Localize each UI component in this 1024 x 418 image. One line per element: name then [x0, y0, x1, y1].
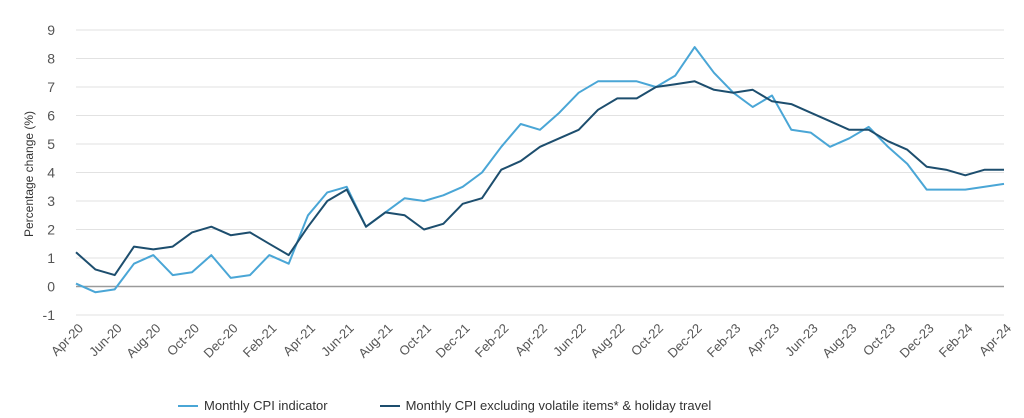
y-tick-label: 6 [47, 108, 55, 124]
x-tick-label: Oct-21 [396, 321, 434, 359]
legend-label-cpi: Monthly CPI indicator [204, 398, 328, 413]
y-tick-label: -1 [43, 307, 56, 323]
x-tick-label: Feb-23 [704, 321, 744, 361]
y-tick-label: 3 [47, 193, 55, 209]
x-tick-label: Feb-24 [936, 321, 976, 361]
y-tick-label: 0 [47, 279, 55, 295]
y-tick-label: 1 [47, 250, 55, 266]
x-tick-label: Aug-22 [587, 321, 627, 361]
x-tick-label: Dec-23 [897, 321, 937, 361]
x-tick-label: Dec-21 [433, 321, 473, 361]
legend-swatch-cpi-excl [379, 404, 400, 407]
legend-item-cpi-excl: Monthly CPI excluding volatile items* & … [379, 398, 712, 413]
x-tick-label: Oct-22 [628, 321, 666, 359]
x-tick-label: Apr-20 [48, 321, 86, 359]
x-tick-label: Dec-22 [665, 321, 705, 361]
x-tick-label: Oct-20 [164, 321, 202, 359]
legend: Monthly CPI indicator Monthly CPI exclud… [178, 398, 763, 413]
y-tick-label: 8 [47, 51, 55, 67]
x-tick-label: Jun-20 [86, 321, 125, 360]
x-tick-label: Jun-23 [782, 321, 821, 360]
x-tick-label: Apr-22 [512, 321, 550, 359]
legend-swatch-cpi [178, 404, 198, 407]
x-tick-label: Jun-22 [550, 321, 589, 360]
gridlines [76, 29, 1004, 316]
y-tick-label: 4 [47, 165, 55, 181]
y-axis-title: Percentage change (%) [22, 111, 36, 237]
y-tick-label: 5 [47, 136, 55, 152]
x-tick-label: Apr-24 [976, 321, 1014, 359]
y-axis-ticks: 9 8 7 6 5 4 3 2 1 0 -1 [43, 22, 56, 323]
x-tick-label: Aug-21 [355, 321, 395, 361]
series-line-cpi-excl [75, 80, 1004, 277]
legend-item-cpi: Monthly CPI indicator [178, 398, 328, 413]
x-tick-label: Dec-20 [201, 321, 241, 361]
series-lines [75, 46, 1005, 294]
x-tick-label: Oct-23 [860, 321, 898, 359]
series-line-cpi [75, 46, 1005, 294]
y-tick-label: 7 [47, 79, 55, 95]
x-tick-label: Apr-23 [744, 321, 782, 359]
x-tick-label: Jun-21 [318, 321, 357, 360]
x-tick-label: Aug-23 [819, 321, 859, 361]
x-tick-label: Apr-21 [280, 321, 318, 359]
x-tick-label: Aug-20 [123, 321, 163, 361]
y-tick-label: 9 [47, 22, 55, 38]
x-tick-label: Feb-21 [240, 321, 280, 361]
legend-label-cpi-excl: Monthly CPI excluding volatile items* & … [405, 398, 712, 413]
x-tick-label: Feb-22 [472, 321, 512, 361]
y-tick-label: 2 [47, 222, 55, 238]
